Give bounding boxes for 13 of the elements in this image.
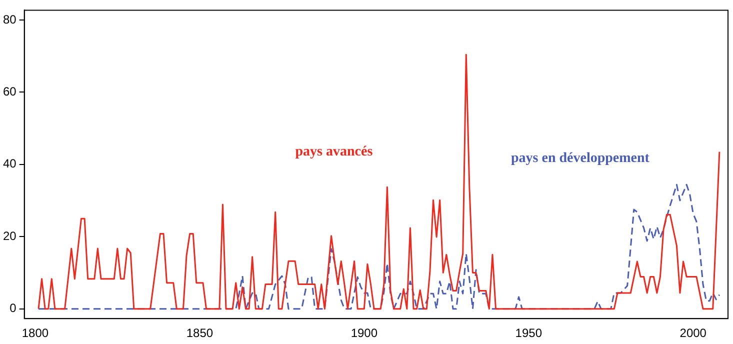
line-series	[38, 184, 720, 310]
x-tick-label: 1800	[22, 326, 49, 340]
y-tick-label: 80	[2, 12, 17, 26]
x-tick-label: 2000	[680, 326, 707, 340]
x-tick-label: 1950	[515, 326, 542, 340]
text: pays avancés	[295, 144, 374, 160]
y-tick-label: 40	[2, 156, 17, 171]
text: pays en développement	[511, 150, 650, 166]
x-tick-label: 1900	[350, 326, 378, 340]
y-tick-label: 0	[10, 301, 17, 316]
x-tick-label: 1850	[186, 326, 214, 340]
y-tick-label: 60	[2, 84, 17, 98]
y-tick-label: 20	[2, 228, 17, 243]
